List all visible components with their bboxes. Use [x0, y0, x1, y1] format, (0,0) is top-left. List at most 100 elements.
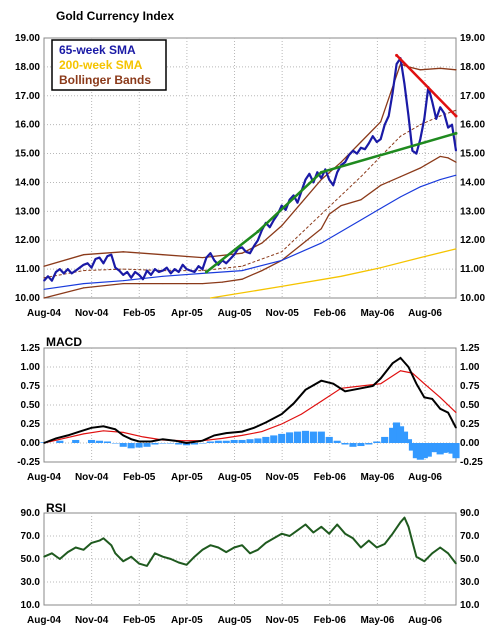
sma65-point [43, 288, 45, 290]
price-point [443, 112, 445, 114]
macd-point [162, 438, 164, 440]
price-point [316, 171, 319, 174]
rsi-point [225, 551, 227, 553]
price-point [138, 274, 140, 276]
macd-point [67, 434, 69, 437]
macd-point [241, 430, 243, 433]
histogram-bar [309, 431, 317, 443]
price-point [189, 269, 192, 272]
x-tick-label: Aug-04 [27, 308, 61, 319]
y-tick-label: 16.00 [15, 120, 40, 131]
price-point [249, 252, 251, 255]
signal-point [423, 383, 425, 385]
price-point [102, 262, 105, 265]
y-tick-label: 50.0 [21, 554, 41, 565]
rsi-point [122, 560, 124, 562]
y-tick-label: 15.00 [15, 149, 40, 160]
macd-point [253, 427, 255, 429]
rsi-point [304, 523, 307, 526]
price-point [245, 250, 247, 253]
x-tick-label: Feb-06 [314, 308, 347, 319]
y-tick-label: 14.00 [15, 177, 40, 188]
y-tick-label: 10.00 [15, 293, 40, 304]
price-point [447, 126, 449, 129]
macd-point [213, 434, 216, 437]
price-point [193, 271, 196, 273]
y-tick-label: 70.0 [21, 531, 41, 542]
macd-point [320, 379, 323, 382]
y-tick-label-right: 12.00 [460, 235, 485, 246]
rsi-point [233, 546, 235, 549]
price-point [185, 268, 188, 270]
boll_low-point [261, 269, 263, 272]
boll_low-point [122, 282, 124, 285]
price-point [348, 154, 350, 156]
rsi-point [383, 543, 386, 545]
price-point [134, 271, 136, 273]
signal-point [455, 412, 457, 414]
boll_up-point [83, 254, 85, 256]
boll_low-point [83, 287, 85, 289]
price-point [122, 274, 125, 276]
y-tick-label-right: 17.00 [460, 91, 485, 102]
macd-point [292, 402, 295, 405]
signal-point [63, 437, 65, 439]
boll_up-point [201, 256, 204, 259]
rsi-point [138, 562, 140, 565]
rsi-point [257, 549, 259, 551]
signal-point [380, 383, 382, 385]
price-point [451, 123, 453, 126]
histogram-bar [286, 432, 294, 443]
mid-point [360, 176, 362, 178]
boll_low-point [328, 213, 330, 215]
sma200-point [340, 275, 342, 277]
y-tick-label: 18.00 [15, 62, 40, 73]
rsi-point [391, 533, 394, 535]
rsi-point [320, 526, 323, 528]
price-point [181, 263, 184, 266]
y-tick-label: -0.25 [17, 457, 40, 468]
histogram-bar [436, 443, 444, 455]
macd-point [439, 408, 441, 410]
price-point [158, 271, 160, 273]
price-point [47, 275, 49, 278]
histogram-bar [404, 439, 413, 443]
mid-point [201, 270, 203, 272]
price-point [356, 152, 358, 155]
price-point [205, 256, 208, 259]
rsi-point [368, 539, 370, 542]
sma65-point [201, 272, 203, 274]
price-point [296, 201, 299, 204]
histogram-bar [175, 443, 183, 445]
price-point [253, 245, 255, 247]
sma65-point [320, 242, 322, 244]
histogram-bar [349, 443, 357, 447]
macd-point [225, 432, 227, 434]
y-tick-label-right: 30.0 [460, 577, 480, 588]
sma65-point [241, 270, 243, 272]
price-point [98, 256, 101, 259]
rsi-point [162, 556, 164, 558]
price-point [126, 271, 128, 273]
macd-point [407, 366, 410, 368]
histogram-bar [341, 443, 349, 445]
price-point [118, 269, 121, 272]
histogram-bar [444, 443, 452, 453]
y-tick-label-right: 18.00 [460, 62, 485, 73]
resistance-point [454, 114, 458, 118]
y-tick-label: 90.0 [21, 508, 41, 519]
price-point [455, 149, 457, 152]
y-tick-label: 0.00 [21, 438, 41, 449]
histogram-bar [416, 443, 424, 460]
price-point [209, 252, 212, 255]
histogram-bar [357, 443, 365, 447]
rsi-point [90, 542, 93, 544]
histogram-bar [254, 438, 262, 443]
x-tick-label: Feb-06 [314, 615, 347, 626]
mid-point [419, 124, 421, 126]
price-point [201, 268, 204, 270]
rsi-point [185, 564, 188, 566]
sma65-point [400, 196, 402, 198]
signal-point [360, 385, 362, 387]
rsi-point [328, 533, 330, 535]
